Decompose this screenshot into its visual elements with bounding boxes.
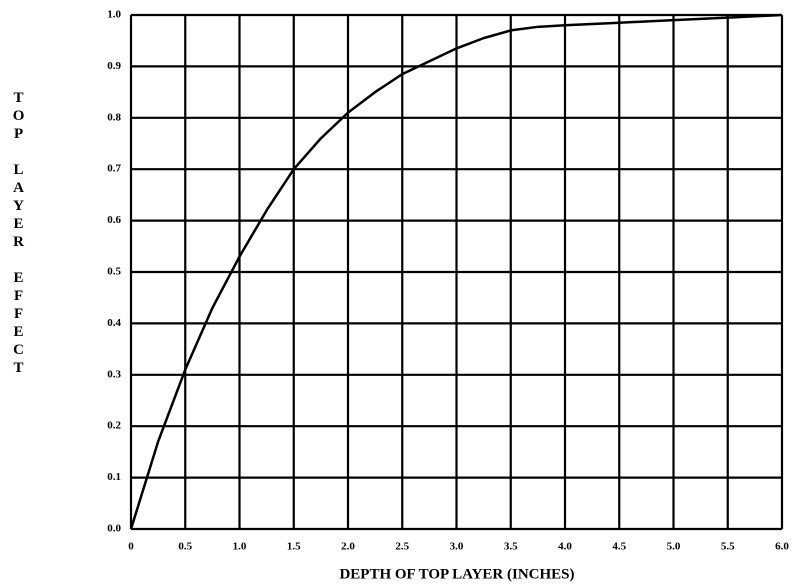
x-tick-label: 6.0	[775, 541, 789, 553]
y-tick-label: 0.3	[107, 368, 121, 380]
x-tick-label: 4.0	[558, 541, 572, 553]
data-line	[129, 13, 783, 530]
y-tick-label: 0.2	[107, 420, 121, 432]
x-tick-label: 5.0	[667, 541, 681, 553]
y-tick-label: 0.7	[107, 163, 121, 175]
x-tick-label: 5.5	[721, 541, 735, 553]
x-tick-label: 3.5	[504, 541, 518, 553]
x-tick-label: 2.5	[395, 541, 409, 553]
x-axis-title: DEPTH OF TOP LAYER (INCHES)	[339, 566, 574, 582]
x-tick-label: 2.0	[341, 541, 355, 553]
y-tick-label: 0.0	[107, 523, 121, 535]
y-tick-label: 0.9	[107, 60, 121, 72]
x-tick-label: 1.0	[233, 541, 247, 553]
y-tick-label: 0.5	[107, 266, 121, 278]
y-tick-label: 0.4	[107, 317, 121, 329]
x-tick-label: 0	[128, 541, 134, 553]
x-tick-label: 0.5	[178, 541, 192, 553]
x-tick-label: 4.5	[612, 541, 626, 553]
y-tick-label: 0.8	[107, 111, 121, 123]
x-tick-label: 1.5	[287, 541, 301, 553]
y-tick-label: 0.6	[107, 214, 121, 226]
x-tick-label: 3.0	[450, 541, 464, 553]
y-tick-label: 0.1	[107, 471, 121, 483]
y-axis-title: TOP LAYER EFFECT	[11, 90, 27, 378]
y-tick-label: 1.0	[107, 9, 121, 21]
